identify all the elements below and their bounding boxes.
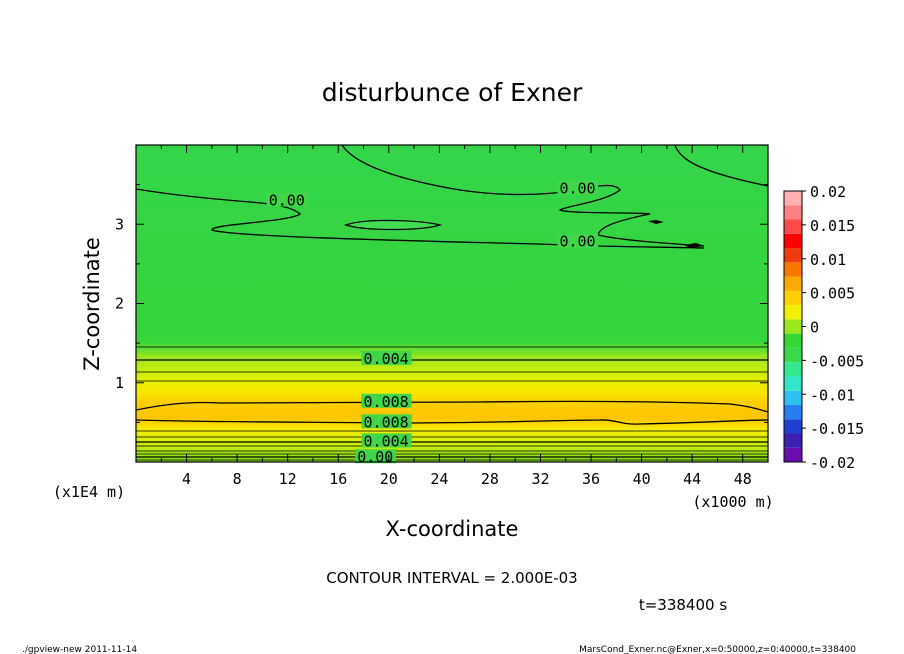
- x-tick-label: 32: [531, 470, 549, 488]
- colorbar-ticks: 0.02 0.015 0.01 0.005 0 -0.005 -0.01 -0.015 -0.0…: [802, 183, 864, 472]
- contour-label: 0.00: [357, 448, 393, 466]
- y-axis: 1 2 3: [115, 184, 768, 423]
- contour-line: [674, 145, 768, 187]
- colorbar: [783, 190, 803, 463]
- colorbar-swatch: [784, 376, 802, 391]
- colorbar-tick-label: -0.005: [810, 352, 864, 370]
- color-field: [136, 145, 768, 462]
- footer-left: ./gpview-new 2011-11-14: [22, 645, 137, 654]
- colorbar-swatch: [784, 362, 802, 377]
- x-axis-title: X-coordinate: [386, 517, 519, 541]
- x-tick-label: 36: [582, 470, 600, 488]
- colorbar-swatch: [784, 248, 802, 263]
- x-tick-label: 8: [233, 470, 242, 488]
- colorbar-swatch: [784, 219, 802, 234]
- contour-label: 0.00: [559, 180, 595, 198]
- x-tick-label: 44: [683, 470, 701, 488]
- y-tick-label: 1: [115, 374, 124, 392]
- x-tick-label: 12: [279, 470, 297, 488]
- x-tick-label: 40: [633, 470, 651, 488]
- contour-label-bg: [361, 350, 412, 365]
- contour-label: 0.00: [559, 233, 595, 251]
- colorbar-swatch: [784, 333, 802, 348]
- time-label: t=338400 s: [639, 596, 727, 614]
- contour-label: 0.008: [364, 393, 409, 411]
- colorbar-tick-label: 0.015: [810, 217, 855, 235]
- colorbar-tick-label: 0: [810, 319, 819, 337]
- colorbar-tick-label: -0.01: [810, 386, 855, 404]
- y-axis-unit: (x1E4 m): [53, 483, 125, 501]
- colorbar-swatch: [784, 347, 802, 363]
- contour-label-bg: [557, 180, 599, 195]
- contour-label: 0.004: [364, 432, 409, 450]
- contour-label-bg: [361, 393, 412, 408]
- colorbar-tick-label: -0.015: [810, 420, 864, 438]
- contour-line: [648, 220, 664, 224]
- x-axis-unit: (x1000 m): [692, 493, 773, 511]
- y-tick-label: 2: [115, 295, 124, 313]
- colorbar-swatch: [784, 319, 802, 334]
- colorbar-swatch: [784, 290, 802, 306]
- colorbar-swatch: [784, 276, 802, 291]
- y-tick-label: 3: [115, 215, 124, 233]
- colorbar-swatch: [784, 447, 802, 462]
- colorbar-swatch: [784, 233, 802, 249]
- contour-label: 0.008: [364, 413, 409, 431]
- contour-label-bg: [557, 233, 599, 248]
- contour-line: [343, 219, 443, 231]
- x-tick-label: 4: [182, 470, 191, 488]
- colorbar-swatch: [784, 404, 802, 420]
- colorbar-tick-label: -0.02: [810, 454, 855, 472]
- colorbar-swatch: [784, 433, 802, 448]
- x-axis: 4 8 12 16 20 24 28 32 36 40 44 48: [160, 145, 752, 488]
- x-tick-label: 20: [380, 470, 398, 488]
- contour-label-bg: [361, 433, 412, 448]
- colorbar-swatch: [784, 305, 802, 320]
- contour-label-bg: [266, 192, 308, 207]
- contour-label-bg: [361, 414, 412, 429]
- colorbar-swatch: [784, 262, 802, 277]
- contour-interval-note: CONTOUR INTERVAL = 2.000E-03: [326, 569, 577, 587]
- contour-label-bg: [355, 449, 396, 464]
- x-tick-label: 24: [430, 470, 448, 488]
- colorbar-tick-label: 0.01: [810, 251, 846, 269]
- colorbar-swatch: [784, 419, 802, 434]
- colorbar-swatch: [784, 191, 802, 206]
- colorbar-swatch: [784, 205, 802, 220]
- colorbar-tick-label: 0.02: [810, 183, 846, 201]
- contour-line: [684, 243, 704, 248]
- footer-right: MarsCond_Exner.nc@Exner,x=0:50000,z=0:40…: [579, 645, 856, 654]
- x-tick-label: 28: [481, 470, 499, 488]
- plot-field: [136, 145, 768, 462]
- x-tick-label: 48: [734, 470, 752, 488]
- chart-title: disturbunce of Exner: [322, 78, 583, 107]
- colorbar-tick-label: 0.005: [810, 285, 855, 303]
- contour-label: 0.004: [364, 350, 409, 368]
- y-axis-title: Z-coordinate: [80, 237, 104, 371]
- colorbar-swatch: [784, 390, 802, 405]
- contour-label: 0.00: [269, 191, 305, 209]
- x-tick-label: 16: [329, 470, 347, 488]
